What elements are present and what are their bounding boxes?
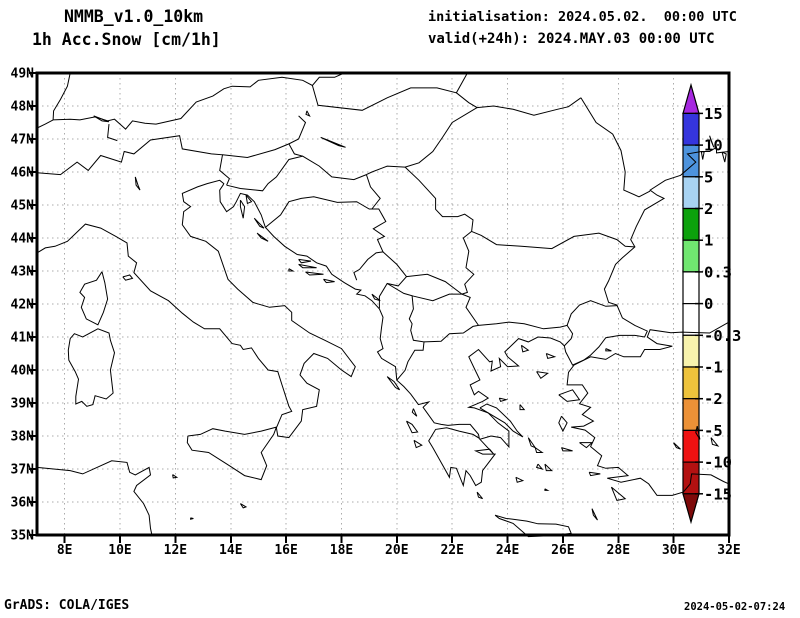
lon-tick-label: 30E [662,543,685,558]
colorbar-label: 5 [704,168,713,186]
colorbar-label: 0.3 [704,263,732,281]
lat-tick-label: 37N [11,463,35,478]
lat-tick-label: 35N [11,529,35,544]
colorbar-label: 15 [704,105,723,123]
lon-axis-labels: 8E 10E 12E 14E 16E 18E 20E 22E 24E 26E 28E 30E 32E [57,543,741,558]
lat-tick-label: 47N [11,133,35,148]
lat-tick-label: 48N [11,100,35,115]
model-title: NMMB_v1.0_10km [64,7,204,26]
colorbar-label: -10 [704,454,732,472]
colorbar-label: 0 [704,295,713,313]
lon-tick-label: 12E [164,543,187,558]
lon-tick-label: 22E [440,543,463,558]
colorbar-label: -15 [704,485,732,503]
lat-tick-label: 36N [11,496,35,511]
lon-tick-label: 20E [385,543,408,558]
lon-tick-label: 24E [496,543,519,558]
grads-credit: GrADS: COLA/IGES [4,598,130,613]
lon-tick-label: 8E [57,543,73,558]
colorbar-arrow-down [682,493,700,525]
lon-tick-label: 32E [717,543,740,558]
graticule [37,73,729,535]
colorbar-label: 10 [704,137,723,155]
lat-tick-label: 45N [11,199,35,214]
country-borders [36,72,651,381]
lat-tick-label: 46N [11,166,35,181]
lat-tick-label: 44N [11,232,35,247]
lat-tick-label: 41N [11,331,35,346]
lat-tick-label: 43N [11,265,35,280]
valid-line: valid(+24h): 2024.MAY.03 00:00 UTC [428,31,715,47]
initialisation-line: initialisation: 2024.05.02. 00:00 UTC [428,9,737,25]
lon-tick-label: 16E [274,543,297,558]
colorbar-label: 2 [704,200,713,218]
colorbar [682,82,703,525]
colorbar-label: -5 [704,422,723,440]
lat-tick-label: 42N [11,298,35,313]
colorbar-label: -2 [704,390,723,408]
colorbar-label: 1 [704,232,713,250]
lon-tick-label: 28E [607,543,630,558]
lat-tick-label: 39N [11,397,35,412]
colorbar-label: -0.3 [704,327,741,345]
lat-tick-label: 38N [11,430,35,445]
lat-axis-labels: 49N 48N 47N 46N 45N 44N 43N 42N 41N 40N 39N 38N 37N 3… [11,67,35,544]
lat-tick-label: 40N [11,364,35,379]
lon-tick-label: 10E [108,543,131,558]
lat-tick-label: 49N [11,67,35,82]
lakes [93,110,720,450]
coastlines [36,146,730,538]
product-title: 1h Acc.Snow [cm/1h] [32,30,221,49]
lon-tick-label: 18E [330,543,353,558]
colorbar-label: -1 [704,359,723,377]
lon-tick-label: 14E [219,543,242,558]
creation-timestamp: 2024-05-02-07:24 [684,601,786,613]
islands [122,135,727,521]
colorbar-labels: 15 10 5 2 1 0.3 0 -0.3 -1 -2 -5 -10 -15 [704,105,741,503]
lon-tick-label: 26E [551,543,574,558]
colorbar-arrow-up [682,82,700,115]
axis-ticks [29,72,730,543]
